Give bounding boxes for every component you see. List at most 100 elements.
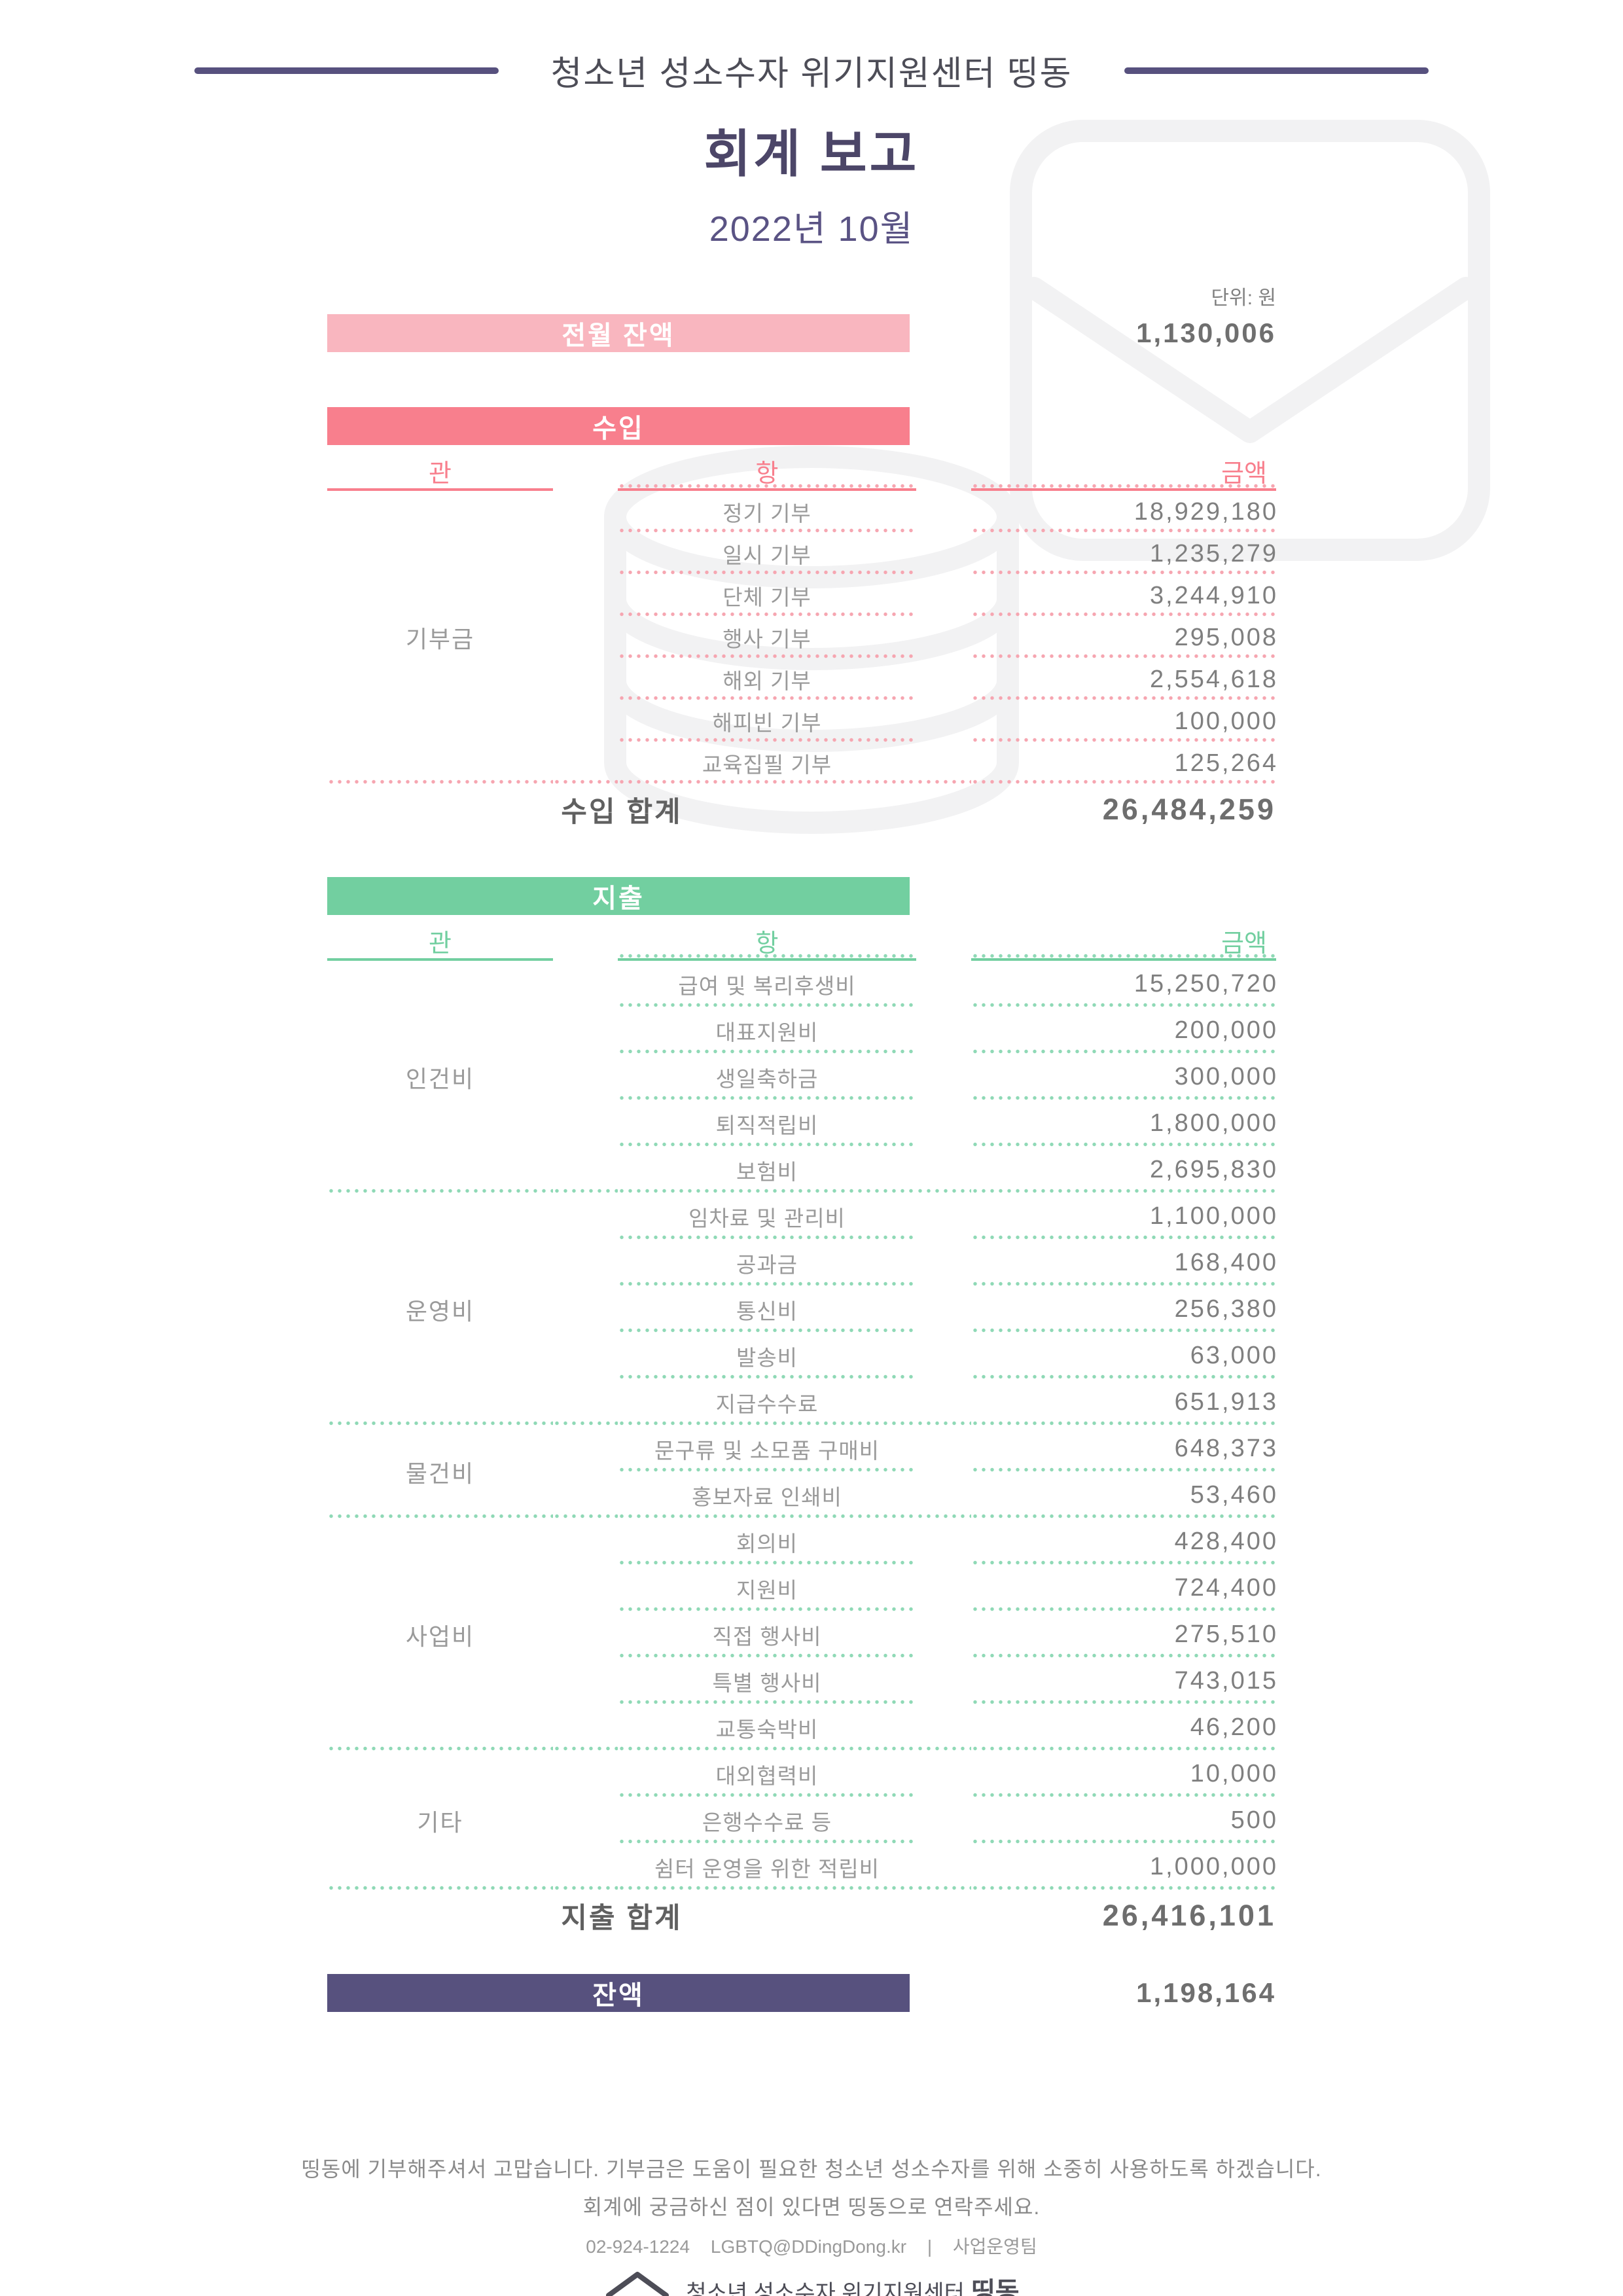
amount-value: 63,000	[1190, 1342, 1278, 1369]
category-label: 인건비	[405, 1065, 475, 1092]
expense-table-group: 물건비 문구류 및 소모품 구매비 648,373 홍보자료 인쇄비 53,46…	[327, 1426, 1276, 1518]
item-label: 대표지원비	[715, 1020, 819, 1045]
amount-value: 2,554,618	[1149, 665, 1278, 693]
left-decorative-line	[194, 67, 499, 74]
expense-total-row: 지출 합계 26,416,101	[327, 1890, 1276, 1941]
amount-value: 200,000	[1174, 1016, 1278, 1044]
income-header-category: 관	[327, 453, 553, 491]
income-total-label: 수입 합계	[561, 797, 683, 828]
ddingdong-house-logo-icon	[606, 2272, 669, 2296]
expense-row: 문구류 및 소모품 구매비 648,373	[327, 1426, 1276, 1472]
amount-value: 3,244,910	[1149, 581, 1278, 609]
item-label: 홍보자료 인쇄비	[692, 1484, 842, 1509]
income-total-row: 수입 합계 26,484,259	[327, 784, 1276, 835]
item-label: 공과금	[736, 1252, 798, 1277]
expense-column-headers: 관 항 금액	[327, 923, 1276, 961]
email-address: LGBTQ@DDingDong.kr	[710, 2236, 907, 2257]
income-table: 기부금 정기 기부 18,929,180 일시 기부 1,235,279	[327, 491, 1276, 784]
income-header-amount: 금액	[971, 453, 1276, 491]
item-label: 행사 기부	[722, 627, 812, 651]
expense-table-group: 인건비 급여 및 복리후생비 15,250,720 대표지원비 200,000	[327, 961, 1276, 1193]
expense-header-amount: 금액	[971, 923, 1276, 961]
income-row: 해피빈 기부 100,000	[327, 700, 1276, 742]
expense-header-category: 관	[327, 923, 553, 961]
income-row: 정기 기부 18,929,180	[327, 491, 1276, 533]
amount-value: 1,800,000	[1149, 1109, 1278, 1137]
income-row: 단체 기부 3,244,910	[327, 575, 1276, 617]
balance-row: 잔액 1,198,164	[327, 1974, 1276, 2012]
amount-value: 648,373	[1174, 1435, 1278, 1462]
income-row: 해외 기부 2,554,618	[327, 658, 1276, 700]
org-logo-title-main: 청소년 성소수자 위기지원센터	[686, 2281, 965, 2296]
expense-row: 대표지원비 200,000	[327, 1007, 1276, 1054]
amount-value: 428,400	[1174, 1528, 1278, 1555]
income-header-item: 항	[618, 453, 916, 491]
balance-banner: 잔액	[327, 1974, 910, 2012]
item-label: 지원비	[736, 1577, 798, 1602]
expense-row: 은행수수료 등 500	[327, 1797, 1276, 1844]
expense-row: 회의비 428,400	[327, 1518, 1276, 1565]
expense-row: 교통숙박비 46,200	[327, 1704, 1276, 1751]
amount-value: 2,695,830	[1149, 1156, 1278, 1183]
footer-thanks-line1: 띵동에 기부해주셔서 고맙습니다. 기부금은 도움이 필요한 청소년 성소수자를…	[301, 2157, 1322, 2181]
amount-value: 15,250,720	[1133, 970, 1278, 997]
amount-value: 53,460	[1190, 1481, 1278, 1509]
item-label: 특별 행사비	[712, 1670, 822, 1695]
item-label: 직접 행사비	[712, 1624, 822, 1649]
team-name: 사업운영팀	[952, 2236, 1037, 2257]
header: 청소년 성소수자 위기지원센터 띵동	[0, 0, 1623, 95]
balance-value: 1,198,164	[1136, 1977, 1276, 2008]
expense-row: 생일축하금 300,000	[327, 1054, 1276, 1100]
amount-value: 46,200	[1190, 1713, 1278, 1741]
right-decorative-line	[1124, 67, 1429, 74]
item-label: 급여 및 복리후생비	[678, 973, 856, 998]
item-label: 쉼터 운영을 위한 적립비	[654, 1856, 880, 1881]
item-label: 임차료 및 관리비	[688, 1206, 846, 1230]
item-label: 일시 기부	[722, 543, 812, 567]
expense-row: 쉼터 운영을 위한 적립비 1,000,000	[327, 1844, 1276, 1890]
expense-row: 발송비 63,000	[327, 1333, 1276, 1379]
org-logo-title: 청소년 성소수자 위기지원센터 띵동	[686, 2270, 1019, 2296]
expense-table-group: 운영비 임차료 및 관리비 1,100,000 공과금 168,400	[327, 1193, 1276, 1426]
item-label: 해피빈 기부	[712, 711, 822, 735]
income-total-value: 26,484,259	[1102, 793, 1276, 826]
expense-table-group: 사업비 회의비 428,400 지원비 724,400	[327, 1518, 1276, 1751]
previous-balance-banner: 전월 잔액	[327, 314, 910, 352]
expense-row: 홍보자료 인쇄비 53,460	[327, 1472, 1276, 1518]
amount-value: 275,510	[1174, 1621, 1278, 1648]
expense-row: 퇴직적립비 1,800,000	[327, 1100, 1276, 1147]
amount-value: 651,913	[1174, 1388, 1278, 1416]
item-label: 보험비	[736, 1159, 798, 1184]
footer: 띵동에 기부해주셔서 고맙습니다. 기부금은 도움이 필요한 청소년 성소수자를…	[0, 2153, 1623, 2296]
item-label: 회의비	[736, 1531, 798, 1556]
amount-value: 295,008	[1174, 623, 1278, 651]
org-logo-title-emph: 띵동	[971, 2278, 1020, 2296]
amount-value: 300,000	[1174, 1063, 1278, 1090]
expense-table-group: 기타 대외협력비 10,000 은행수수료 등 500	[327, 1751, 1276, 1890]
expense-row: 대외협력비 10,000	[327, 1751, 1276, 1797]
income-column-headers: 관 항 금액	[327, 453, 1276, 491]
income-section: 수입 관 항 금액 기부금 정기 기부 18,929,180	[327, 407, 1276, 835]
amount-value: 18,929,180	[1133, 497, 1278, 526]
expense-row: 급여 및 복리후생비 15,250,720	[327, 961, 1276, 1007]
report-period: 2022년 10월	[709, 209, 914, 249]
footer-contact: 02-924-1224 LGBTQ@DDingDong.kr | 사업운영팀	[0, 2233, 1623, 2259]
expense-row: 직접 행사비 275,510	[327, 1611, 1276, 1658]
income-row: 일시 기부 1,235,279	[327, 533, 1276, 575]
item-label: 대외협력비	[715, 1763, 819, 1788]
category-label: 사업비	[405, 1623, 475, 1650]
item-label: 교육집필 기부	[702, 753, 832, 777]
amount-value: 100,000	[1174, 707, 1278, 735]
amount-value: 256,380	[1174, 1295, 1278, 1323]
expense-row: 특별 행사비 743,015	[327, 1658, 1276, 1704]
footer-thanks-line2: 회계에 궁금하신 점이 있다면 띵동으로 연락주세요.	[582, 2195, 1041, 2219]
item-label: 교통숙박비	[715, 1717, 819, 1742]
expense-header-item: 항	[618, 923, 916, 961]
item-label: 퇴직적립비	[715, 1113, 819, 1138]
amount-value: 168,400	[1174, 1249, 1278, 1276]
expense-section-banner: 지출	[327, 877, 910, 915]
item-label: 해외 기부	[722, 669, 812, 693]
item-label: 은행수수료 등	[702, 1810, 832, 1835]
